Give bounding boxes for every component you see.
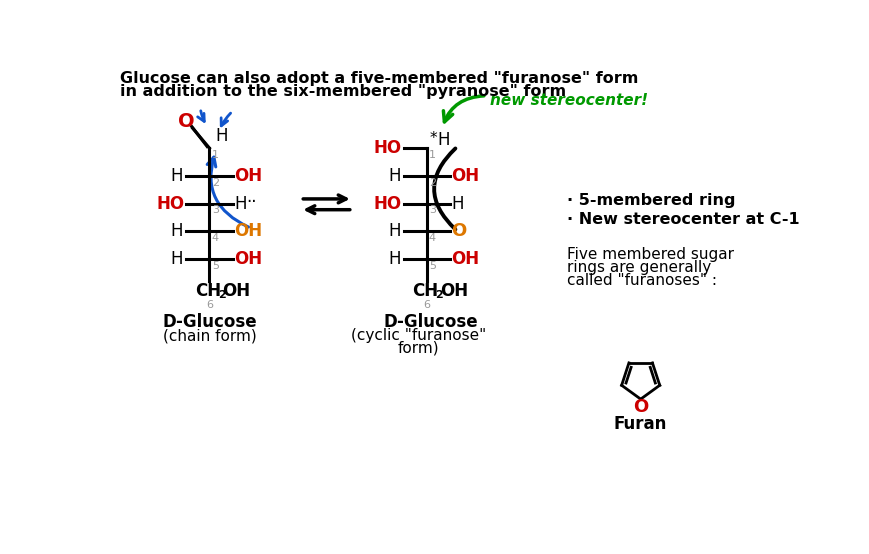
- Text: called "furanoses" :: called "furanoses" :: [566, 273, 716, 288]
- FancyArrowPatch shape: [434, 148, 454, 229]
- Text: 4: 4: [428, 233, 435, 243]
- Text: OH: OH: [234, 222, 262, 240]
- Text: HO: HO: [156, 194, 184, 213]
- Text: H: H: [388, 167, 400, 185]
- Text: Five membered sugar: Five membered sugar: [566, 247, 733, 262]
- Text: Glucose can also adopt a five-membered "furanose" form: Glucose can also adopt a five-membered "…: [120, 71, 638, 86]
- Text: 5: 5: [428, 261, 435, 271]
- Text: 3: 3: [211, 206, 218, 216]
- Text: OH: OH: [451, 250, 479, 268]
- Text: OH: OH: [234, 167, 262, 185]
- Text: new stereocenter!: new stereocenter!: [489, 93, 647, 108]
- Text: 2: 2: [434, 290, 442, 300]
- Text: CH: CH: [412, 283, 438, 300]
- Text: · 5-membered ring: · 5-membered ring: [566, 193, 734, 208]
- Text: in addition to the six-membered "pyranose" form: in addition to the six-membered "pyranos…: [120, 84, 566, 99]
- Text: Furan: Furan: [614, 415, 667, 433]
- Text: H: H: [234, 194, 246, 213]
- Text: 3: 3: [428, 206, 435, 216]
- Text: O: O: [178, 112, 195, 131]
- Text: (cyclic "furanose": (cyclic "furanose": [351, 329, 486, 343]
- Text: ··: ··: [246, 193, 256, 211]
- Text: D-Glucose: D-Glucose: [382, 313, 477, 331]
- Text: · New stereocenter at C-1: · New stereocenter at C-1: [566, 212, 799, 227]
- Text: D-Glucose: D-Glucose: [162, 313, 256, 331]
- Text: H: H: [216, 127, 228, 145]
- FancyArrowPatch shape: [197, 111, 204, 121]
- Text: 6: 6: [422, 300, 429, 310]
- FancyArrowPatch shape: [443, 96, 483, 122]
- Text: 1: 1: [211, 150, 218, 160]
- Text: 4: 4: [211, 233, 219, 243]
- Text: OH: OH: [234, 250, 262, 268]
- Text: 5: 5: [211, 261, 218, 271]
- Text: 2: 2: [218, 290, 225, 300]
- Text: OH: OH: [439, 283, 468, 300]
- Text: O: O: [451, 222, 466, 240]
- Text: 6: 6: [206, 300, 213, 310]
- Text: HO: HO: [374, 194, 401, 213]
- Text: H: H: [388, 250, 400, 268]
- Text: *: *: [429, 131, 437, 146]
- Text: rings are generally: rings are generally: [566, 260, 710, 275]
- Text: 2: 2: [428, 178, 435, 188]
- Text: form): form): [398, 341, 439, 356]
- Text: H: H: [388, 222, 400, 240]
- FancyArrowPatch shape: [207, 157, 249, 227]
- Text: 2: 2: [211, 178, 219, 188]
- Text: H: H: [170, 222, 183, 240]
- Text: CH: CH: [195, 283, 221, 300]
- Text: 1: 1: [428, 150, 435, 160]
- Text: HO: HO: [374, 139, 401, 157]
- Text: O: O: [633, 398, 647, 416]
- Text: H: H: [170, 167, 183, 185]
- FancyArrowPatch shape: [221, 113, 230, 126]
- Text: H: H: [170, 250, 183, 268]
- Text: OH: OH: [451, 167, 479, 185]
- Text: H: H: [451, 194, 463, 213]
- Text: H: H: [437, 131, 449, 150]
- Text: (chain form): (chain form): [163, 329, 256, 343]
- Text: OH: OH: [222, 283, 250, 300]
